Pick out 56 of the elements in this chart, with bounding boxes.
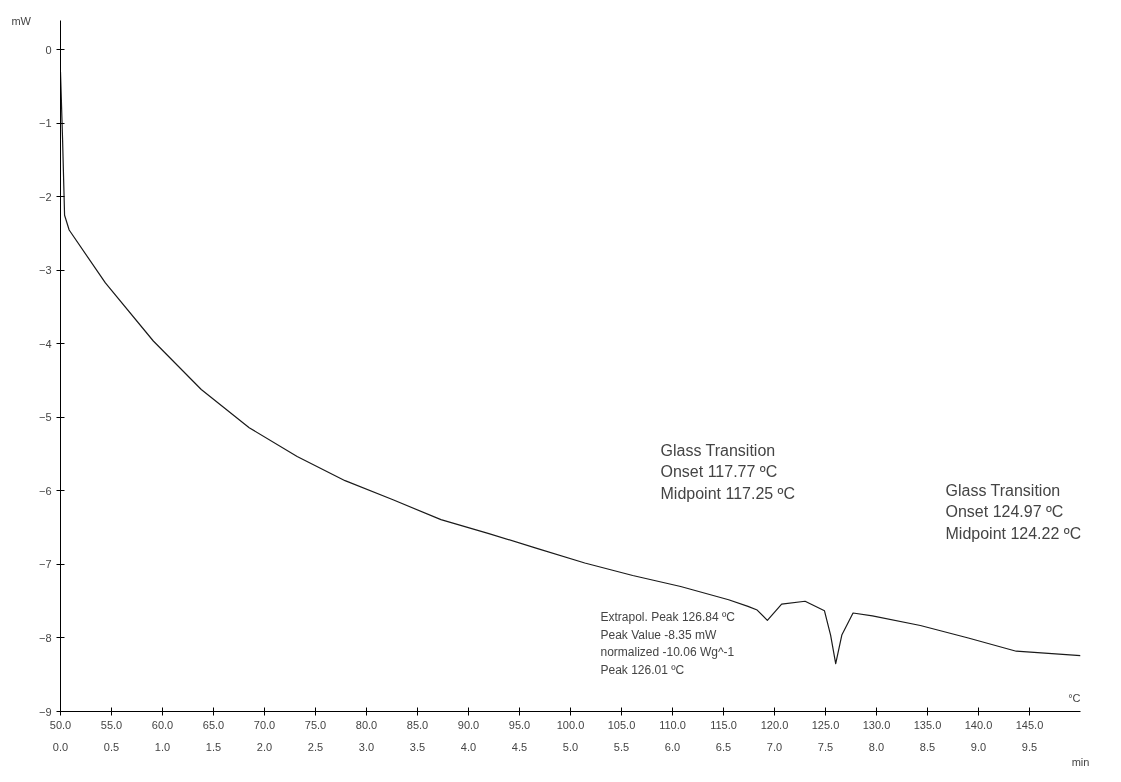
x-tick-label: 140.0 [964, 718, 993, 731]
x2-tick-label: 7.5 [817, 740, 834, 753]
annotation: Extrapol. Peak 126.84 ºC Peak Value -8.35 mW normalized -10.06 Wg^-1 Peak 126.01 ºC [600, 610, 736, 677]
y-axis-title: mW [11, 14, 32, 27]
y-tick-label: −1 [38, 117, 52, 130]
x-tick-label: 130.0 [862, 718, 891, 731]
x-tick-label: 80.0 [355, 718, 378, 731]
x2-tick-label: 0.0 [52, 740, 69, 753]
x2-tick-label: 4.5 [511, 740, 528, 753]
x2-axis-title: min [1071, 755, 1090, 768]
y-tick-label: −7 [38, 558, 52, 571]
y-tick-label: −8 [38, 631, 52, 644]
x-tick-label: 145.0 [1015, 718, 1044, 731]
x2-tick-label: 6.5 [715, 740, 732, 753]
x2-tick-label: 2.0 [256, 740, 273, 753]
x2-tick-label: 3.0 [358, 740, 375, 753]
x-axis-title: °C [1068, 691, 1081, 704]
x-tick-label: 100.0 [556, 718, 585, 731]
x2-tick-label: 5.0 [562, 740, 579, 753]
x-tick-label: 50.0 [49, 718, 72, 731]
x2-tick-label: 3.5 [409, 740, 426, 753]
x-tick-label: 120.0 [760, 718, 789, 731]
x2-tick-label: 1.5 [205, 740, 222, 753]
x-tick-label: 55.0 [100, 718, 123, 731]
annotation: Glass Transition Onset 124.97 ºC Midpoint 124.22 ºC [945, 482, 1082, 542]
x2-tick-label: 6.0 [664, 740, 681, 753]
x-tick-label: 85.0 [406, 718, 429, 731]
x-tick-label: 75.0 [304, 718, 327, 731]
x2-tick-label: 0.5 [103, 740, 120, 753]
x2-tick-label: 2.5 [307, 740, 324, 753]
y-tick-label: −4 [38, 337, 52, 350]
x2-tick-label: 9.0 [970, 740, 987, 753]
x2-tick-label: 8.5 [919, 740, 936, 753]
y-tick-label: −9 [38, 705, 52, 718]
x-tick-label: 65.0 [202, 718, 225, 731]
y-tick-label: 0 [45, 43, 52, 56]
x-tick-label: 110.0 [659, 718, 686, 731]
x-tick-label: 95.0 [508, 718, 531, 731]
x2-tick-label: 7.0 [766, 740, 783, 753]
x2-tick-label: 1.0 [154, 740, 171, 753]
y-tick-label: −5 [38, 411, 52, 424]
x-tick-label: 115.0 [710, 718, 737, 731]
x-tick-label: 105.0 [607, 718, 636, 731]
annotation: Glass Transition Onset 117.77 ºC Midpoint 117.25 ºC [660, 442, 796, 502]
x2-tick-label: 5.5 [613, 740, 630, 753]
x-tick-label: 60.0 [151, 718, 174, 731]
x-tick-label: 90.0 [457, 718, 480, 731]
y-tick-label: −6 [38, 484, 52, 497]
y-tick-label: −2 [38, 190, 52, 203]
x-tick-label: 70.0 [253, 718, 276, 731]
x2-tick-label: 9.5 [1021, 740, 1038, 753]
x2-tick-label: 8.0 [868, 740, 885, 753]
x-tick-label: 125.0 [811, 718, 840, 731]
x2-tick-label: 4.0 [460, 740, 477, 753]
y-tick-label: −3 [38, 264, 52, 277]
x-tick-label: 135.0 [913, 718, 942, 731]
